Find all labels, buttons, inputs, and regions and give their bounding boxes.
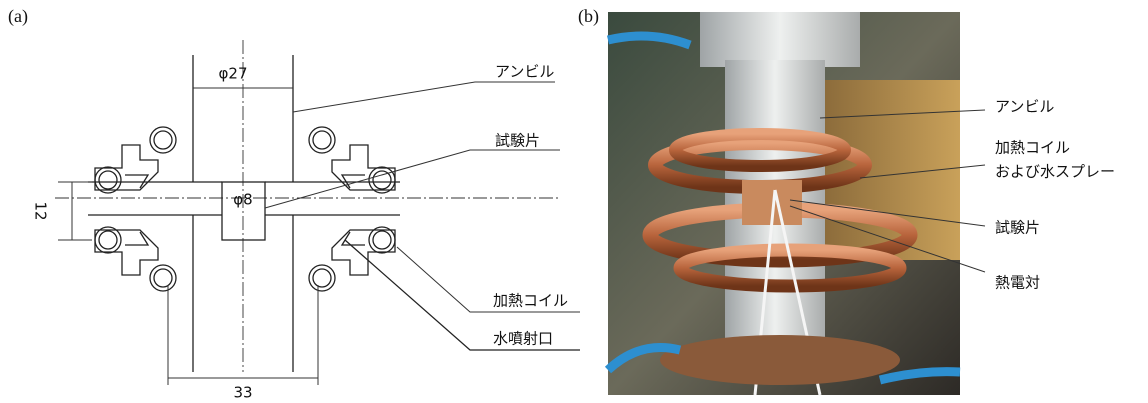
callout: 試験片 bbox=[995, 219, 1040, 237]
callout: 水噴射口 bbox=[493, 330, 553, 348]
technical-drawing: φ27 12 33 φ8 アンビル 試験片 加熱コイル 水噴射口 bbox=[32, 40, 581, 402]
dimension-label: 33 bbox=[233, 384, 252, 402]
callout: 加熱コイル bbox=[995, 139, 1070, 157]
callout: および水スプレー bbox=[995, 163, 1115, 181]
callout: 熱電対 bbox=[995, 274, 1040, 292]
figure: (a) φ27 12 33 φ8 アンビル bbox=[0, 0, 1148, 403]
callout: アンビル bbox=[495, 63, 554, 81]
dimension-label: φ8 bbox=[233, 191, 252, 209]
dimension-label: φ27 bbox=[219, 65, 248, 83]
panel-label: (b) bbox=[578, 6, 599, 27]
callout: 試験片 bbox=[495, 132, 540, 150]
dimension-label: 12 bbox=[32, 201, 50, 220]
callout: アンビル bbox=[995, 98, 1054, 116]
photo bbox=[608, 12, 960, 395]
callout: 加熱コイル bbox=[493, 292, 568, 310]
panel-label: (a) bbox=[8, 6, 28, 27]
